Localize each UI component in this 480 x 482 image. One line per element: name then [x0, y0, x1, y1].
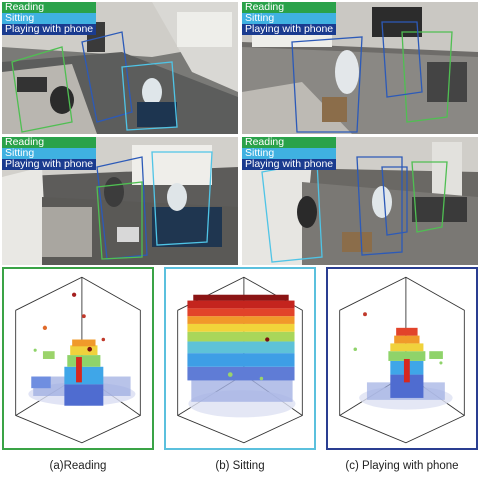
legend-phone: Playing with phone — [2, 24, 97, 35]
pointcloud-panel-sitting — [164, 267, 316, 450]
pointcloud-phone — [339, 276, 465, 444]
legend-phone: Playing with phone — [242, 159, 337, 170]
scene-drawing — [2, 137, 238, 265]
caption-reading: (a)Reading — [49, 460, 107, 472]
legend-reading: Reading — [242, 2, 337, 13]
legend-reading: Reading — [2, 2, 97, 13]
pointcloud-sitting — [177, 276, 303, 444]
legend-sitting: Sitting — [242, 13, 337, 24]
caption-phone: (c) Playing with phone — [345, 460, 459, 472]
legend-sitting: Sitting — [242, 148, 337, 159]
legend-reading: Reading — [242, 137, 337, 148]
caption-sitting: (b) Sitting — [215, 460, 265, 472]
pointcloud-reading — [15, 276, 141, 444]
scene-drawing — [2, 2, 238, 134]
scene-photo-top-left: Reading Sitting Playing with phone — [2, 2, 238, 134]
pointcloud-panel-phone — [326, 267, 478, 450]
legend-sitting: Sitting — [2, 13, 97, 24]
legend-phone: Playing with phone — [242, 24, 337, 35]
scene-photo-middle-left: Reading Sitting Playing with phone — [2, 137, 238, 265]
legend: Reading Sitting Playing with phone — [242, 137, 337, 170]
legend: Reading Sitting Playing with phone — [2, 137, 97, 170]
pointcloud-panel-reading — [2, 267, 154, 450]
legend-reading: Reading — [2, 137, 97, 148]
scene-photo-top-right: Reading Sitting Playing with phone — [242, 2, 478, 134]
legend-sitting: Sitting — [2, 148, 97, 159]
legend: Reading Sitting Playing with phone — [242, 2, 337, 35]
scene-photo-middle-right: Reading Sitting Playing with phone — [242, 137, 478, 265]
legend: Reading Sitting Playing with phone — [2, 2, 97, 35]
legend-phone: Playing with phone — [2, 159, 97, 170]
